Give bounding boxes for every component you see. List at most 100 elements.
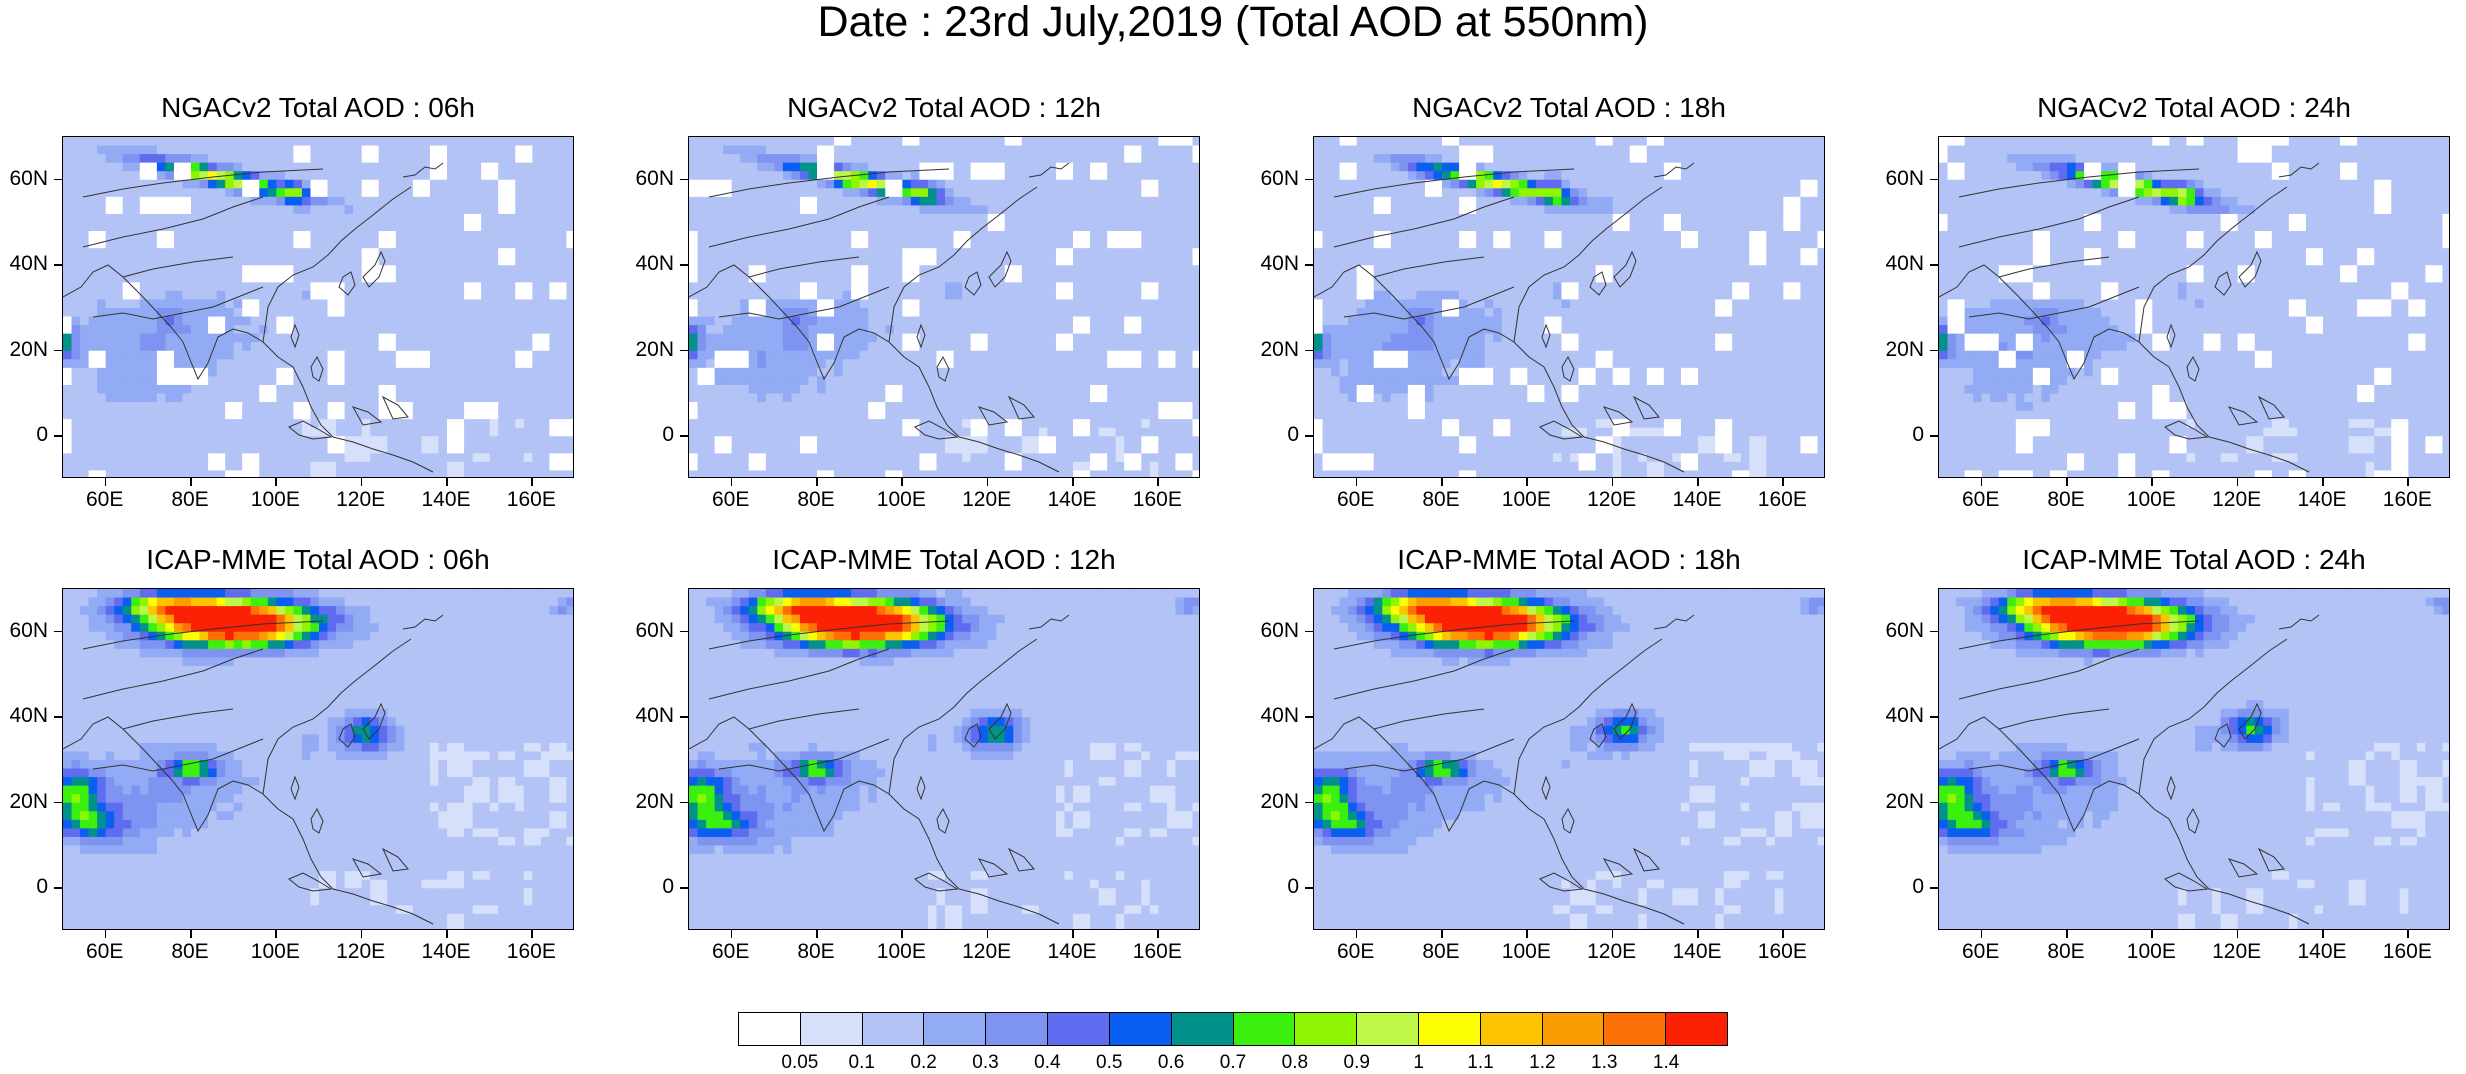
x-tick-label: 160E [1117,940,1197,964]
x-tick-mark [2237,478,2239,486]
y-tick-mark [1305,179,1313,181]
aod-map [689,137,1200,478]
aod-map [1314,137,1825,478]
y-tick-mark [1930,435,1938,437]
x-tick-mark [901,930,903,938]
aod-map [1939,589,2450,930]
x-tick-label: 160E [1742,940,1822,964]
map-panel-ngacv2-12h [688,136,1200,478]
x-tick-label: 80E [2026,940,2106,964]
x-tick-label: 60E [691,940,771,964]
y-tick-label: 60N [1239,167,1299,191]
x-tick-mark [361,930,363,938]
x-tick-label: 100E [861,940,941,964]
x-tick-mark [1072,930,1074,938]
y-tick-mark [54,802,62,804]
x-tick-mark [731,930,733,938]
x-tick-label: 160E [1117,488,1197,512]
x-tick-label: 80E [2026,488,2106,512]
colorbar-segment [1481,1013,1543,1045]
x-tick-label: 160E [491,940,571,964]
x-tick-mark [190,930,192,938]
colorbar-segment [1048,1013,1110,1045]
x-tick-label: 80E [1401,488,1481,512]
panel-title-ngacv2-24h: NGACv2 Total AOD : 24h [1914,92,2466,124]
x-tick-label: 60E [691,488,771,512]
x-tick-label: 160E [2367,940,2447,964]
y-tick-label: 60N [1864,619,1924,643]
y-tick-mark [1305,802,1313,804]
x-tick-mark [1441,478,1443,486]
y-tick-label: 0 [614,875,674,899]
x-tick-label: 140E [2282,488,2362,512]
x-tick-mark [105,478,107,486]
y-tick-mark [54,716,62,718]
y-tick-label: 0 [1239,875,1299,899]
y-tick-mark [680,802,688,804]
x-tick-mark [446,478,448,486]
y-tick-mark [54,887,62,889]
x-tick-mark [1526,478,1528,486]
x-tick-label: 100E [2111,940,2191,964]
x-tick-mark [1782,478,1784,486]
x-tick-label: 120E [2197,940,2277,964]
y-tick-label: 20N [1239,790,1299,814]
y-tick-mark [680,887,688,889]
x-tick-mark [1072,478,1074,486]
colorbar-segment [986,1013,1048,1045]
x-tick-mark [1782,930,1784,938]
x-tick-mark [1356,478,1358,486]
colorbar-segment [1234,1013,1296,1045]
colorbar-segment [1543,1013,1605,1045]
colorbar [738,1012,1728,1046]
y-tick-label: 60N [0,619,48,643]
x-tick-label: 120E [1572,488,1652,512]
panel-title-ngacv2-06h: NGACv2 Total AOD : 06h [38,92,598,124]
x-tick-mark [901,478,903,486]
x-tick-mark [1441,930,1443,938]
y-tick-label: 60N [1864,167,1924,191]
x-tick-label: 140E [1032,940,1112,964]
aod-map [63,589,574,930]
y-tick-mark [1930,716,1938,718]
x-tick-mark [1157,478,1159,486]
x-tick-label: 80E [150,488,230,512]
x-tick-mark [361,478,363,486]
colorbar-segment [924,1013,986,1045]
colorbar-segment [801,1013,863,1045]
y-tick-mark [1305,435,1313,437]
x-tick-mark [987,478,989,486]
y-tick-mark [54,350,62,352]
y-tick-label: 20N [0,790,48,814]
y-tick-mark [1930,887,1938,889]
x-tick-mark [2151,930,2153,938]
colorbar-segment [1357,1013,1419,1045]
x-tick-mark [1526,930,1528,938]
y-tick-mark [1305,350,1313,352]
y-tick-label: 40N [1864,252,1924,276]
x-tick-label: 120E [1572,940,1652,964]
x-tick-mark [190,478,192,486]
x-tick-mark [275,930,277,938]
aod-map [63,137,574,478]
y-tick-label: 40N [1239,252,1299,276]
x-tick-mark [1356,930,1358,938]
x-tick-mark [2322,930,2324,938]
y-tick-mark [54,179,62,181]
x-tick-label: 120E [321,488,401,512]
y-tick-label: 40N [1239,704,1299,728]
map-panel-icap-mme-12h [688,588,1200,930]
x-tick-label: 80E [776,940,856,964]
y-tick-label: 0 [1239,423,1299,447]
colorbar-segment [1172,1013,1234,1045]
x-tick-mark [1697,478,1699,486]
x-tick-label: 100E [1486,488,1566,512]
colorbar-segment [1295,1013,1357,1045]
y-tick-mark [680,350,688,352]
colorbar-segment [1604,1013,1666,1045]
panel-title-icap-mme-24h: ICAP-MME Total AOD : 24h [1914,544,2466,576]
x-tick-label: 120E [321,940,401,964]
map-panel-icap-mme-18h [1313,588,1825,930]
y-tick-mark [54,631,62,633]
x-tick-label: 140E [406,488,486,512]
